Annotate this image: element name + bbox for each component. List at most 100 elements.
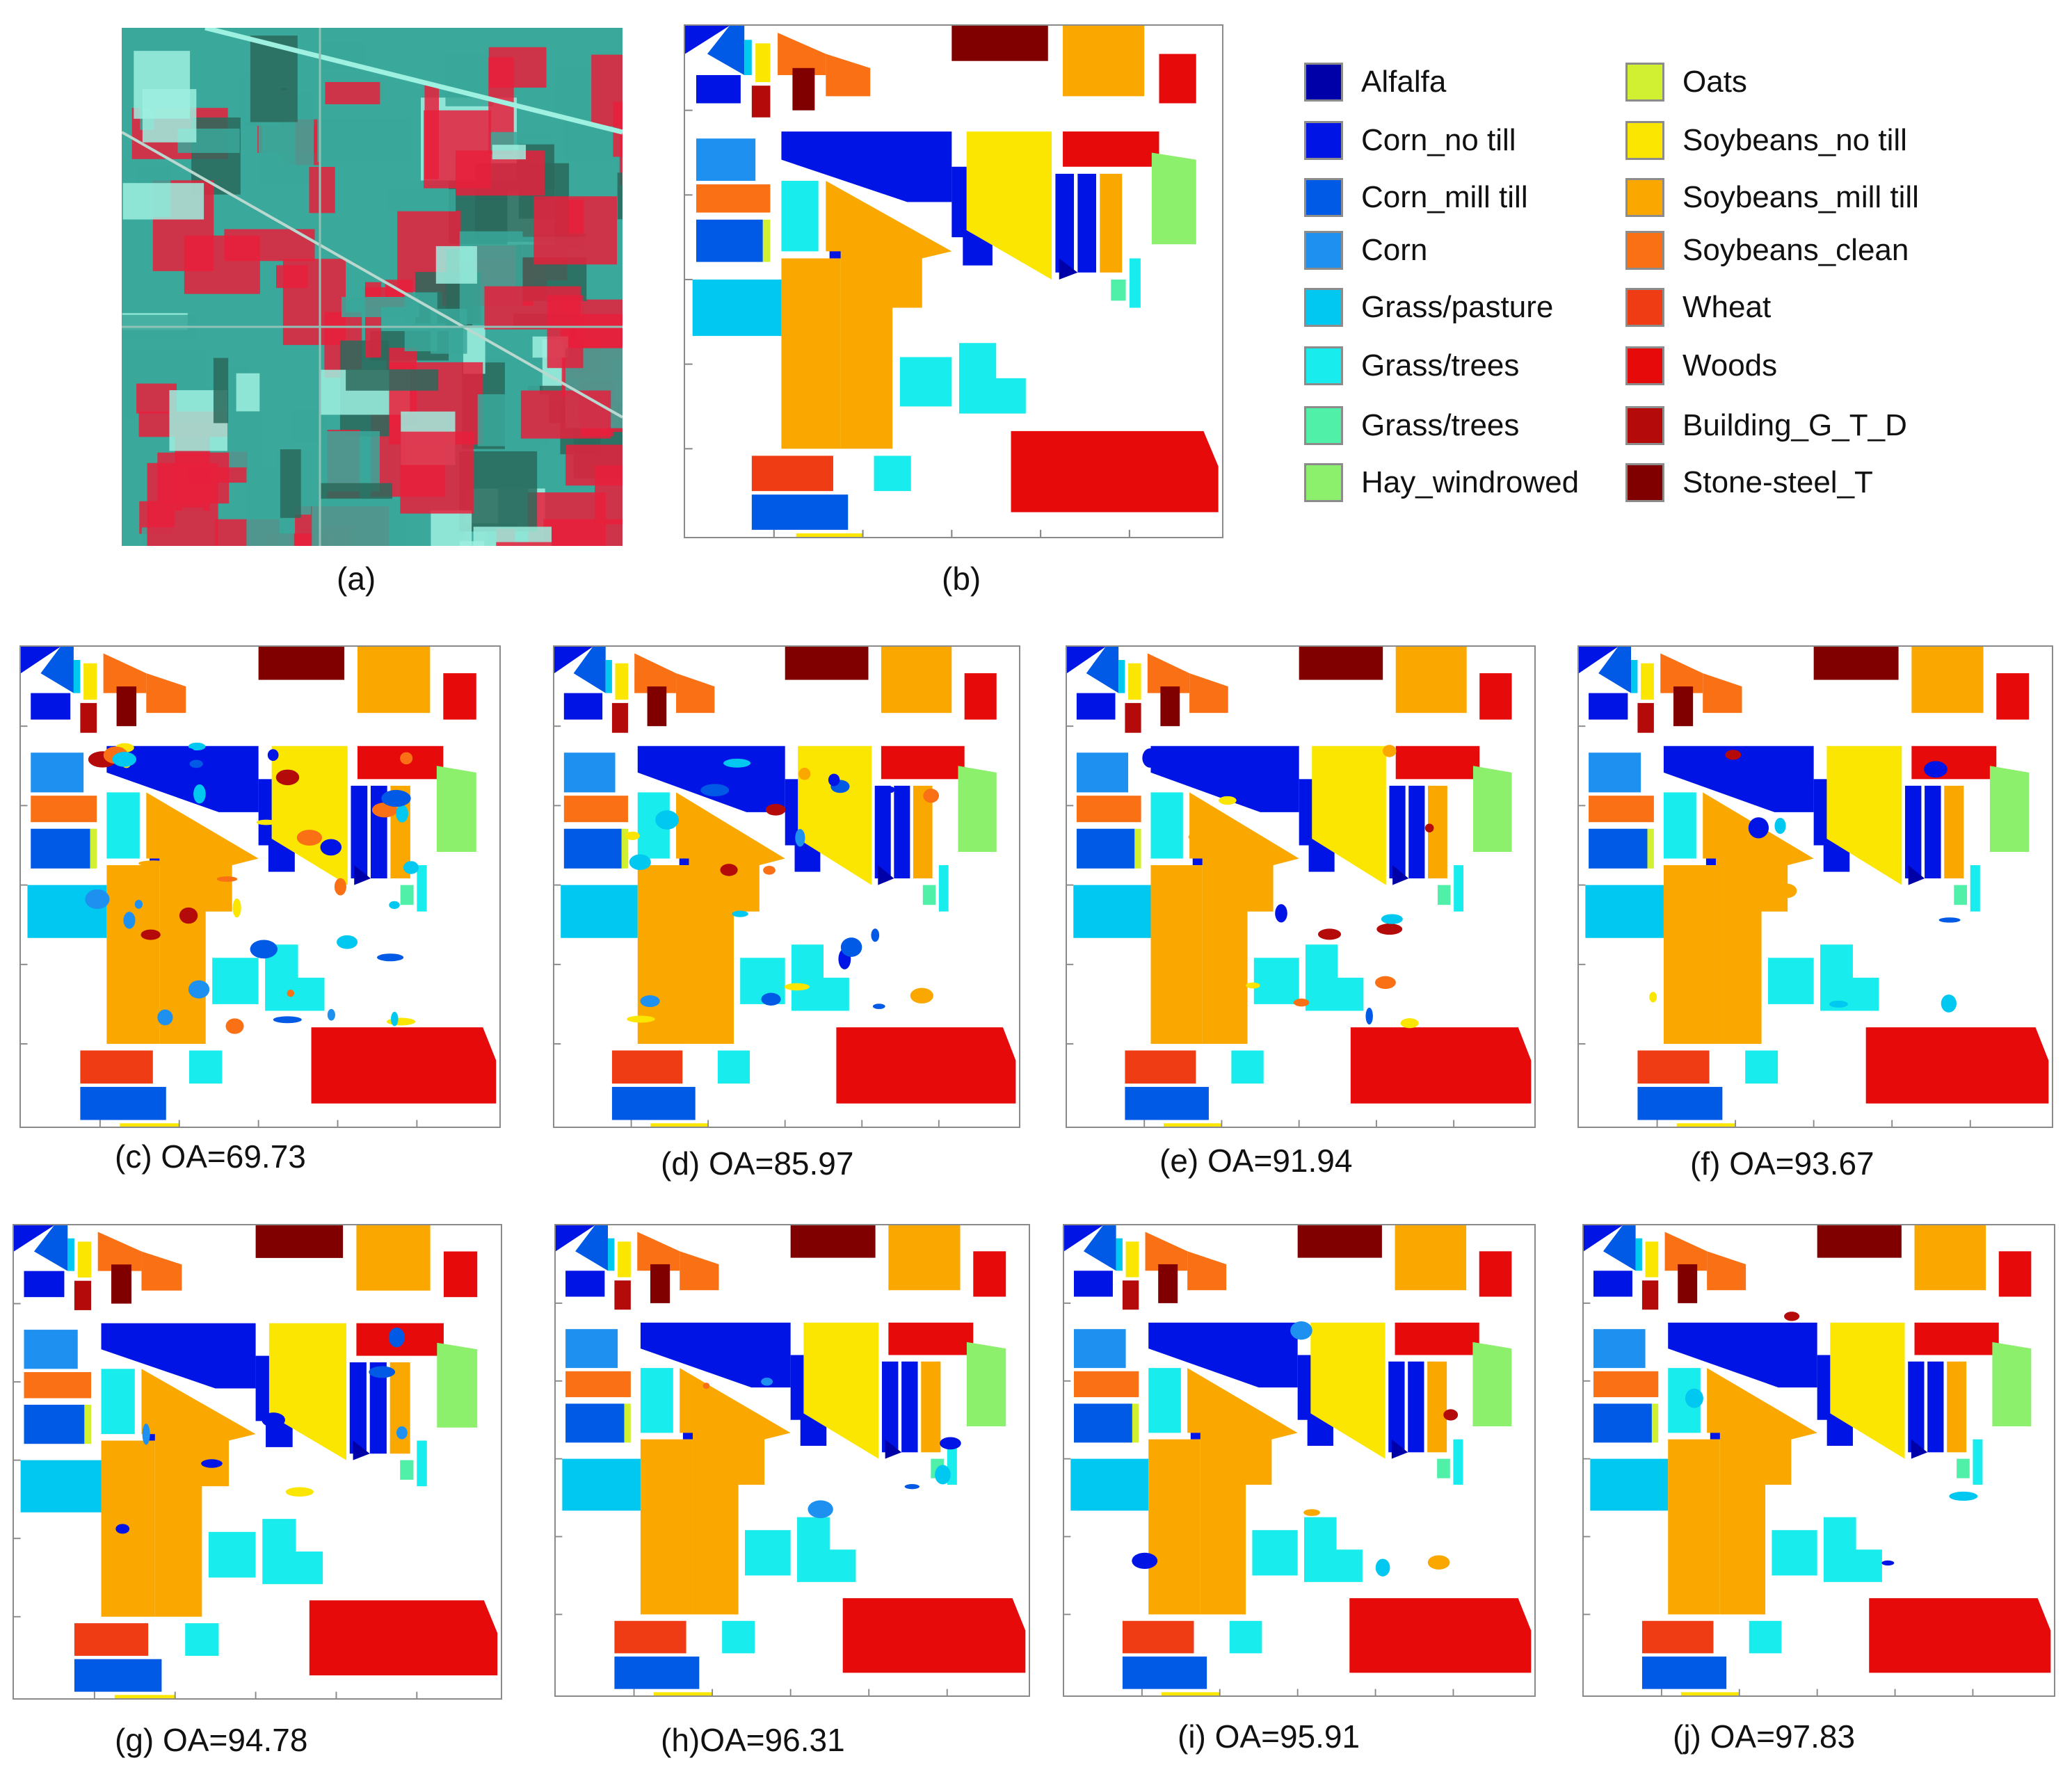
- legend-item: Grass/trees: [1304, 345, 1519, 387]
- rail-line: [122, 131, 623, 419]
- field-region: [1641, 1657, 1727, 1689]
- field-region: [1479, 673, 1512, 720]
- misclassified-patch: [723, 758, 751, 768]
- field-region: [31, 752, 84, 793]
- field-region: [1772, 1530, 1817, 1576]
- field-region: [1161, 1692, 1220, 1695]
- legend-swatch: [1625, 406, 1664, 445]
- field-region: [1189, 673, 1228, 714]
- legend-item: Woods: [1625, 345, 1777, 387]
- legend-swatch: [1625, 178, 1664, 217]
- field-region: [565, 1329, 618, 1369]
- misclassified-patch: [256, 819, 276, 825]
- misclassified-patch: [910, 988, 934, 1004]
- field-region: [31, 693, 71, 720]
- field-region: [696, 74, 741, 104]
- field-region: [1122, 1620, 1194, 1654]
- land-patch: [459, 541, 485, 546]
- misclassified-patch: [1881, 1560, 1895, 1566]
- misclassified-patch: [640, 995, 660, 1008]
- field-region: [311, 1027, 497, 1104]
- field-region: [938, 865, 949, 912]
- field-region: [717, 1050, 750, 1084]
- misclassified-patch: [85, 889, 110, 910]
- misclassified-patch: [761, 992, 781, 1006]
- field-region: [141, 1251, 182, 1291]
- field-region: [309, 1600, 498, 1676]
- field-region: [1585, 885, 1664, 938]
- misclassified-patch: [275, 769, 300, 786]
- field-region: [1076, 796, 1141, 823]
- field-region: [1472, 766, 1512, 853]
- field-region: [80, 1050, 153, 1084]
- misclassified-patch: [1685, 1388, 1703, 1408]
- field-region: [637, 865, 689, 1045]
- field-region: [212, 958, 259, 1004]
- field-region: [1063, 131, 1159, 167]
- field-region: [1954, 885, 1968, 905]
- field-region: [901, 1361, 918, 1453]
- field-region: [1073, 1329, 1126, 1369]
- field-region: [417, 1440, 427, 1487]
- field-region: [1158, 1264, 1178, 1303]
- misclassified-patch: [389, 901, 400, 909]
- field-region: [634, 653, 677, 693]
- field-region: [1641, 1620, 1714, 1654]
- field-region: [1125, 1086, 1209, 1120]
- field-region: [1437, 1458, 1450, 1478]
- field-region: [964, 673, 997, 720]
- field-region: [209, 1531, 256, 1578]
- field-region: [826, 181, 952, 449]
- legend-swatch: [1625, 288, 1664, 327]
- land-patch: [496, 542, 584, 546]
- field-region: [80, 702, 97, 733]
- field-region: [1593, 1371, 1659, 1398]
- misclassified-patch: [1188, 831, 1213, 843]
- misclassified-patch: [157, 1009, 173, 1026]
- field-region: [958, 343, 1026, 414]
- misclassified-patch: [188, 742, 206, 751]
- field-region: [1312, 746, 1386, 885]
- misclassified-patch: [173, 747, 195, 755]
- field-region: [436, 766, 476, 853]
- field-region: [1253, 958, 1299, 1004]
- field-region: [745, 1530, 791, 1576]
- field-region: [1707, 1368, 1817, 1615]
- field-region: [685, 26, 730, 54]
- field-region: [554, 647, 593, 674]
- land-patch: [184, 235, 260, 294]
- field-region: [874, 785, 891, 879]
- field-region: [24, 1372, 92, 1399]
- field-region: [1472, 1341, 1512, 1427]
- field-region: [1122, 1280, 1139, 1310]
- misclassified-patch: [1365, 1008, 1373, 1025]
- land-patch: [617, 172, 623, 220]
- misclassified-patch: [1829, 1000, 1848, 1008]
- misclassified-patch: [216, 876, 238, 882]
- field-region: [653, 1692, 713, 1695]
- field-region: [356, 1225, 431, 1291]
- field-region: [624, 1403, 631, 1443]
- field-region: [1820, 944, 1879, 1011]
- field-region: [111, 1264, 131, 1304]
- field-region: [792, 67, 815, 111]
- misclassified-patch: [267, 749, 279, 761]
- field-region: [24, 1330, 78, 1369]
- misclassified-patch: [377, 953, 404, 962]
- field-region: [1869, 1598, 2051, 1673]
- field-region: [188, 1050, 223, 1084]
- field-region: [1428, 785, 1447, 879]
- legend-swatch: [1625, 231, 1664, 270]
- field-region: [1150, 865, 1203, 1045]
- legend-label: Soybeans_clean: [1683, 233, 1909, 267]
- misclassified-patch: [840, 937, 862, 957]
- field-region: [40, 647, 74, 693]
- field-region: [951, 26, 1048, 61]
- field-region: [1231, 1050, 1264, 1084]
- field-region: [1830, 1322, 1905, 1459]
- misclassified-patch: [112, 752, 136, 767]
- field-region: [1944, 785, 1964, 879]
- misclassified-patch: [871, 928, 880, 942]
- field-region: [354, 865, 371, 885]
- field-region: [1395, 746, 1480, 780]
